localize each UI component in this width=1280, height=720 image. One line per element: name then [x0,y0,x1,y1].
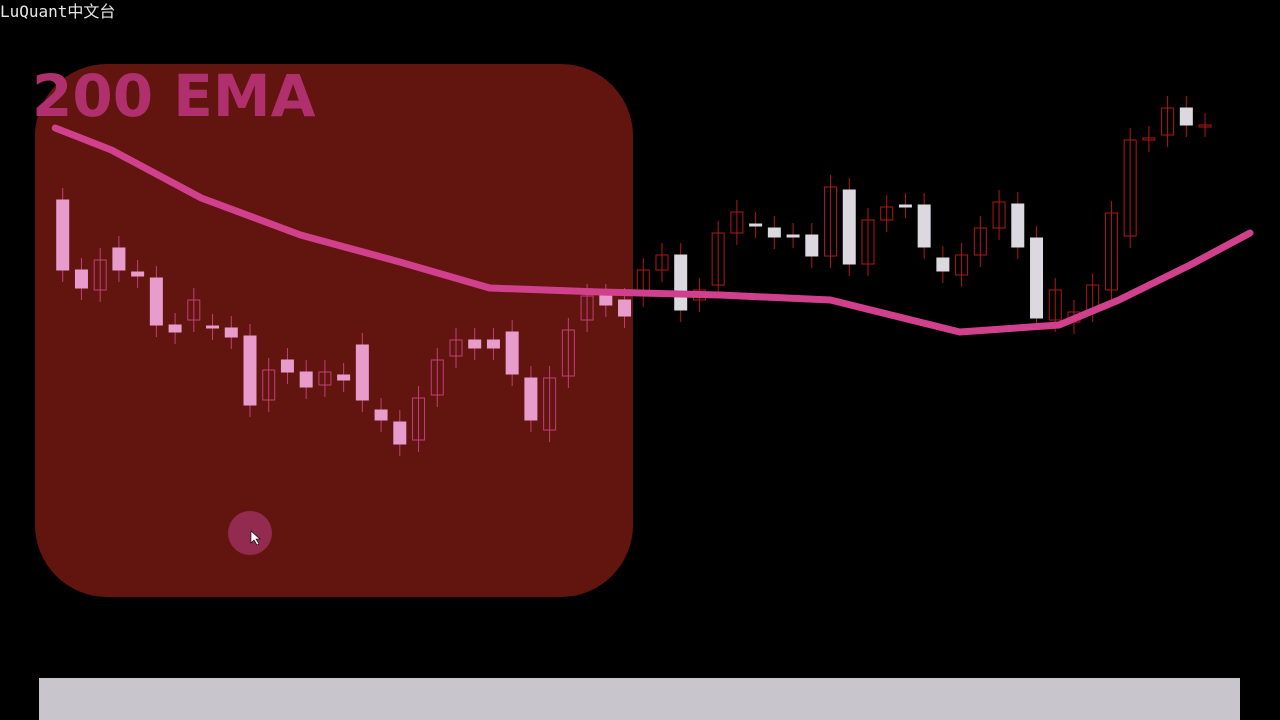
candle-body [973,227,987,256]
candle-body [1048,289,1062,321]
candle-body [505,331,519,375]
candle-body [299,371,313,388]
candle-body [1123,139,1137,237]
candle-body [337,374,351,381]
candle-body [655,254,669,271]
candle-body [599,295,613,306]
candle-body [805,234,819,257]
brand: LuQuant中文台 [0,2,115,21]
candle-body [206,325,220,329]
candle-body [1030,237,1044,319]
candle-body [1161,107,1175,136]
candle-body [1198,124,1212,128]
candle-body [1179,107,1193,126]
candle-body [1011,203,1025,248]
candle-body [131,271,145,277]
ema-label: 200 EMA [32,62,316,130]
ema-line [51,124,1254,336]
candle-body [187,299,201,321]
candle-body [711,232,725,286]
candle-body [524,377,538,421]
candle-body [917,204,931,248]
candle-body [243,335,257,406]
candle-body [56,199,70,271]
candle-body [880,206,894,221]
candle-body [842,189,856,265]
candle-body [955,254,969,276]
plot [51,96,1254,456]
candle-body [580,295,594,321]
candle-body [224,327,238,338]
candle-body [674,254,688,311]
candle-body [861,219,875,265]
candle-body [543,377,557,431]
candle-body [412,397,426,441]
cursor [250,530,261,546]
candle-body [74,269,88,289]
candle-body [1104,212,1118,291]
candle-body [168,324,182,333]
candle-body [449,339,463,357]
cursor-highlight [228,511,272,555]
candle-body [824,186,838,257]
candle-body [561,329,575,377]
candle-body [1142,137,1156,141]
candle-body [486,339,500,349]
candle-body [355,344,369,401]
candle-body [93,259,107,291]
candle-body [749,223,763,227]
candle-body [430,359,444,396]
candle-body [393,421,407,445]
candle-body [318,371,332,386]
candle-body [262,369,276,401]
bottom-bar [39,678,1240,720]
candle-body [374,409,388,421]
candle-body [767,227,781,238]
candle-body [992,201,1006,229]
candle-body [730,211,744,234]
candle-body [898,204,912,208]
candle-body [936,257,950,272]
candle-body [112,247,126,271]
candle-body [280,359,294,373]
highlight-box [35,64,633,597]
candle-body [618,299,632,317]
candle-body [468,339,482,349]
candle-body [786,234,800,238]
candle-body [149,277,163,326]
